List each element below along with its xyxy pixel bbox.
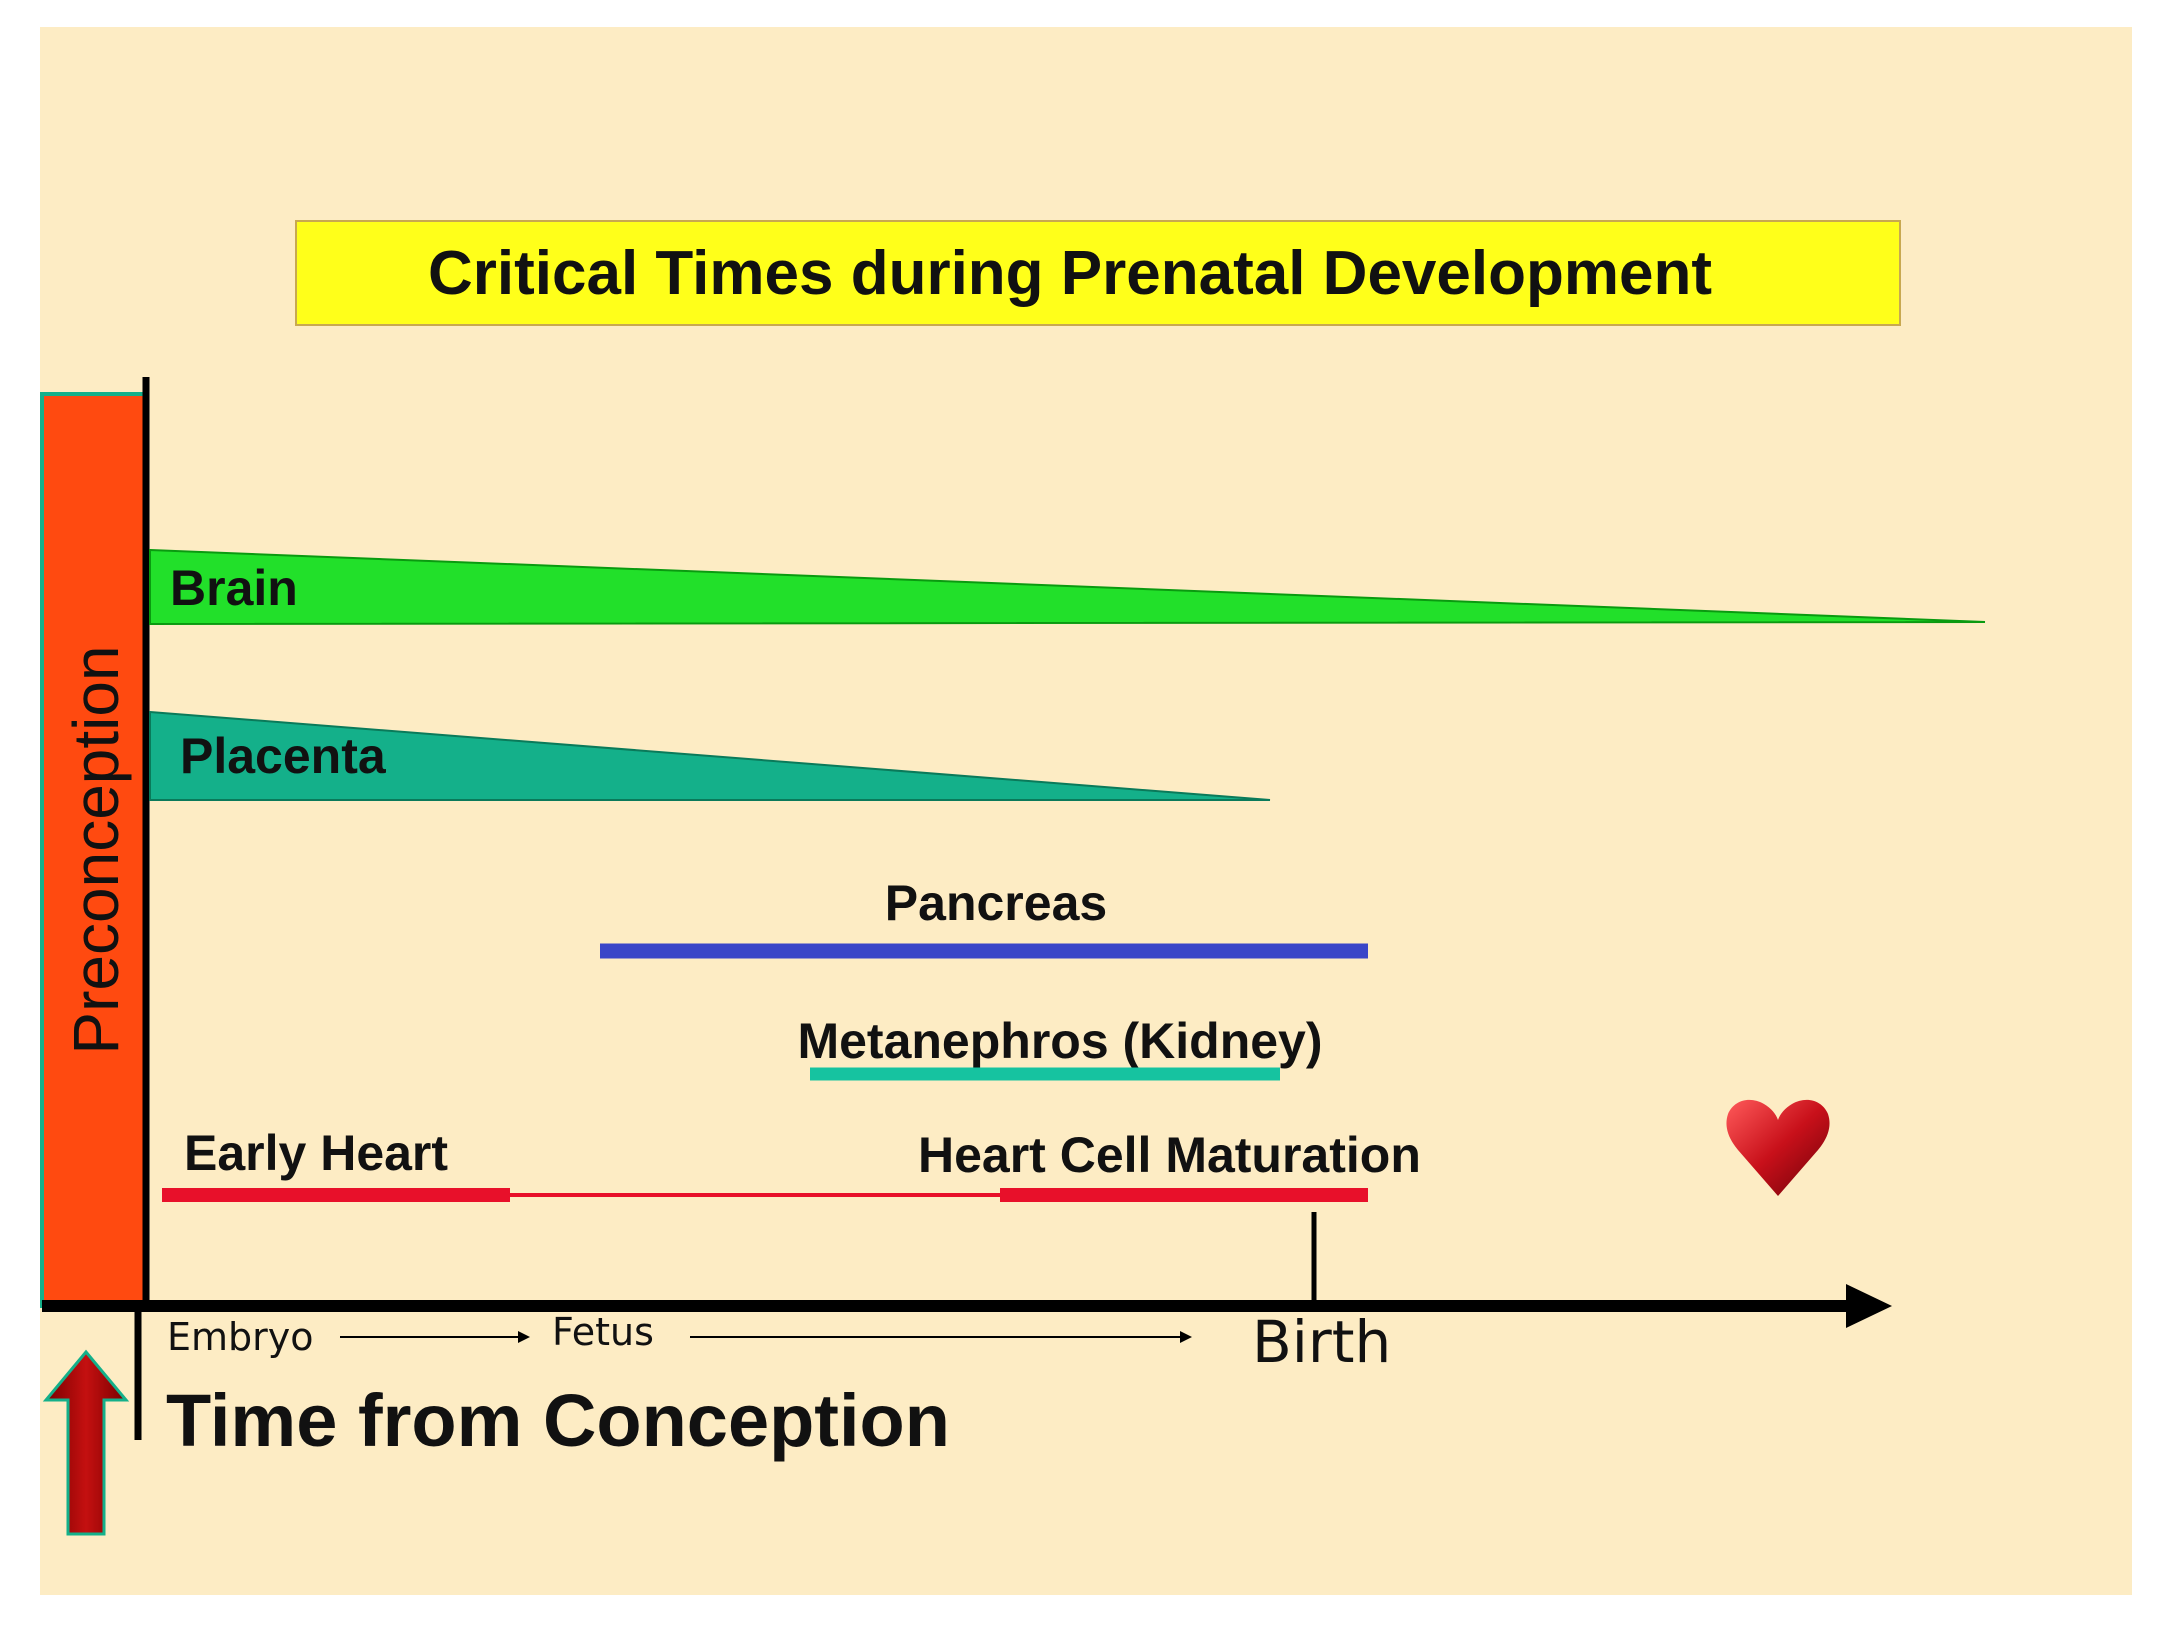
heart-maturation-label: Heart Cell Maturation <box>918 1127 1421 1183</box>
fetus-arrowhead <box>1180 1331 1192 1343</box>
embryo-label: Embryo <box>167 1315 314 1359</box>
preconception-bar <box>40 392 148 1308</box>
early-heart-label: Early Heart <box>184 1125 448 1181</box>
placenta-bar <box>149 710 1271 801</box>
placenta-label: Placenta <box>180 728 387 784</box>
preconception-label: Preconception <box>60 645 132 1054</box>
birth-label: Birth <box>1252 1308 1391 1376</box>
up-arrow-icon <box>42 1349 130 1536</box>
brain-bar <box>149 548 1986 626</box>
diagram-title: Critical Times during Prenatal Developme… <box>428 239 1712 308</box>
time-axis-arrowhead <box>1846 1284 1892 1328</box>
heart-icon <box>1726 1099 1830 1196</box>
pancreas-label: Pancreas <box>885 875 1107 931</box>
kidney-label: Metanephros (Kidney) <box>797 1013 1322 1069</box>
axis-label: Time from Conception <box>166 1379 950 1462</box>
embryo-arrowhead <box>518 1331 530 1343</box>
brain-label: Brain <box>170 560 298 616</box>
title-box <box>295 220 1901 326</box>
fetus-label: Fetus <box>552 1310 654 1354</box>
